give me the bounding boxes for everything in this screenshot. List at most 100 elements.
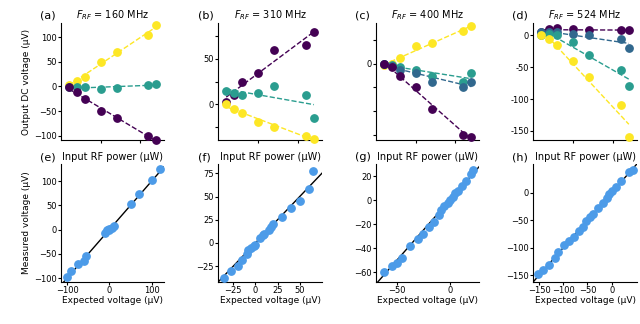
Point	[301, 93, 311, 98]
Point	[544, 29, 554, 35]
Text: (g): (g)	[355, 152, 371, 162]
Point	[394, 55, 404, 61]
Point	[151, 138, 161, 143]
Point	[460, 178, 470, 183]
Title: $F_{RF}$ = 524 MHz: $F_{RF}$ = 524 MHz	[548, 8, 621, 22]
Point	[413, 236, 423, 241]
Point	[624, 46, 634, 51]
Point	[544, 36, 554, 41]
Point	[81, 254, 92, 259]
Point	[607, 189, 617, 194]
Point	[253, 70, 263, 75]
Point	[549, 255, 559, 260]
Point	[308, 136, 319, 141]
Point	[79, 85, 90, 90]
Point	[604, 192, 614, 197]
Point	[577, 224, 588, 229]
Point	[95, 109, 106, 114]
Point	[308, 29, 319, 34]
Point	[568, 39, 578, 44]
Point	[544, 31, 554, 37]
Point	[445, 198, 455, 203]
Point	[106, 226, 116, 231]
Point	[581, 219, 591, 224]
Point	[111, 116, 122, 121]
Point	[466, 171, 476, 176]
Point	[253, 91, 263, 96]
Point	[259, 231, 269, 236]
Point	[436, 207, 446, 212]
Point	[379, 61, 389, 66]
Point	[220, 276, 230, 281]
Point	[232, 263, 243, 269]
Point	[602, 196, 612, 201]
Point	[301, 133, 311, 139]
Point	[63, 85, 74, 90]
Point	[458, 132, 468, 137]
Point	[588, 211, 598, 216]
Point	[111, 50, 122, 55]
Point	[458, 183, 468, 188]
Point	[468, 168, 478, 173]
Point	[102, 228, 113, 233]
Point	[568, 31, 578, 37]
Point	[303, 187, 314, 192]
Point	[72, 262, 83, 267]
Point	[221, 88, 231, 93]
Point	[63, 85, 74, 90]
Point	[624, 135, 634, 140]
Y-axis label: Measured voltage (μV): Measured voltage (μV)	[22, 172, 31, 274]
Point	[628, 167, 639, 172]
Text: (a): (a)	[40, 11, 56, 21]
Y-axis label: Output DC voltage (μV): Output DC voltage (μV)	[22, 29, 31, 135]
Point	[229, 106, 239, 111]
Point	[442, 200, 452, 205]
Point	[429, 219, 439, 224]
Point	[225, 268, 236, 273]
X-axis label: Expected voltage (μV): Expected voltage (μV)	[377, 296, 478, 306]
Point	[79, 259, 89, 264]
Point	[450, 190, 460, 195]
Point	[95, 87, 106, 92]
Point	[268, 222, 278, 227]
Point	[237, 257, 247, 262]
Point	[543, 263, 554, 268]
Point	[387, 61, 397, 66]
Point	[237, 79, 247, 84]
Point	[143, 133, 154, 138]
Point	[266, 225, 276, 230]
Point	[410, 67, 420, 72]
Point	[269, 124, 279, 130]
Point	[616, 28, 626, 33]
Point	[134, 191, 144, 197]
Point	[544, 27, 554, 32]
Point	[573, 229, 584, 234]
Point	[72, 90, 82, 95]
Point	[593, 205, 603, 211]
Point	[584, 74, 594, 79]
Text: (c): (c)	[355, 11, 370, 21]
Point	[611, 185, 621, 190]
Point	[458, 79, 468, 84]
Title: $F_{RF}$ = 310 MHz: $F_{RF}$ = 310 MHz	[234, 8, 307, 22]
Point	[410, 44, 420, 49]
Point	[569, 234, 579, 239]
Point	[552, 29, 562, 35]
Point	[264, 227, 274, 233]
Point	[397, 255, 407, 260]
Point	[100, 231, 110, 236]
Point	[294, 199, 305, 204]
Point	[410, 71, 420, 76]
Point	[624, 84, 634, 89]
Point	[616, 68, 626, 73]
Point	[104, 227, 114, 232]
Point	[434, 212, 444, 217]
Point	[552, 33, 562, 38]
Point	[552, 42, 562, 48]
Point	[237, 93, 247, 98]
X-axis label: Expected voltage (μV): Expected voltage (μV)	[62, 296, 163, 306]
Point	[155, 166, 165, 171]
Point	[379, 270, 389, 275]
Point	[453, 188, 463, 193]
Point	[151, 23, 161, 28]
